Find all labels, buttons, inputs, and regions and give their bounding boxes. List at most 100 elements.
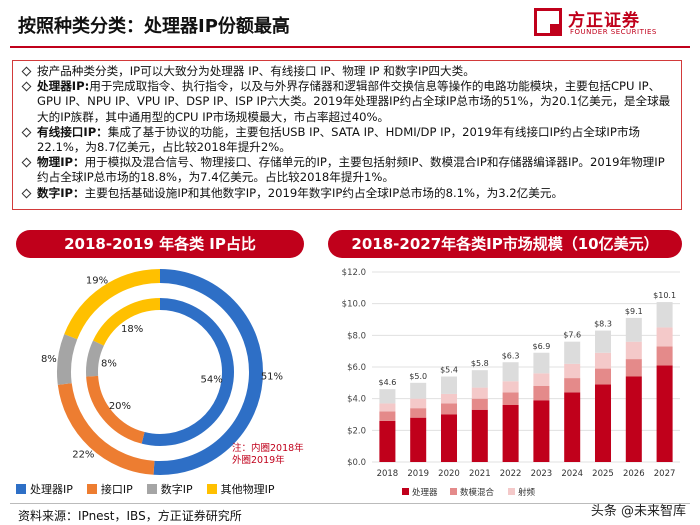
bar-legend-swatch xyxy=(450,488,457,495)
bar-2022-3 xyxy=(502,362,519,382)
legend-label: 其他物理IP xyxy=(220,483,275,496)
bar-2024-2 xyxy=(564,363,581,379)
bar-2025-2 xyxy=(594,352,612,369)
bar-chart: $0.0 $2.0 $4.0 $6.0 $8.0 $10.0 $12.0 $4.6 2018 $5… xyxy=(342,268,680,498)
bar-2019-0 xyxy=(410,417,427,462)
bar-2019-3 xyxy=(410,382,427,399)
header: 按照种类分类：处理器IP份额最高 方正证券 FOUNDER SECURITIES xyxy=(0,0,700,48)
bar-legend-label: 数模混合 xyxy=(460,487,495,498)
donut-outer-slice-2 xyxy=(57,334,78,385)
bar-total-label: $5.4 xyxy=(440,366,458,375)
bar-chart-title: 2018-2027年各类IP市场规模（10亿美元） xyxy=(328,230,682,258)
bullet-physical: 物理IP：用于模拟及混合信号、物理接口、存储单元的IP，主要包括射频IP、数模混… xyxy=(21,155,673,185)
donut-inner-label-2: 8% xyxy=(101,358,117,369)
bar-2021-2 xyxy=(471,387,488,399)
donut-outer-slice-1 xyxy=(57,383,155,475)
y-tick-label: $12.0 xyxy=(342,268,366,278)
bar-2020-1 xyxy=(440,403,458,415)
bar-2026-2 xyxy=(625,341,642,360)
donut-outer-label-0: 51% xyxy=(261,372,283,383)
bar-2018-1 xyxy=(379,411,396,421)
x-tick-label: 2024 xyxy=(561,469,583,479)
x-tick-label: 2018 xyxy=(377,469,399,479)
x-tick-label: 2025 xyxy=(592,469,614,479)
x-tick-label: 2023 xyxy=(531,469,553,479)
bar-2021-3 xyxy=(471,370,488,388)
donut-inner-slice-1 xyxy=(86,375,145,444)
bar-2020-3 xyxy=(440,376,458,394)
bar-legend-label: 处理器 xyxy=(412,487,438,498)
bar-2024-3 xyxy=(564,341,581,364)
bar-2026-0 xyxy=(625,376,642,462)
bar-2018-2 xyxy=(379,403,396,412)
bar-2022-0 xyxy=(502,405,519,462)
donut-inner-slice-3 xyxy=(93,298,161,346)
donut-legend-item: 数字IP xyxy=(146,481,193,497)
bar-2025-3 xyxy=(594,330,612,353)
y-tick-label: $4.0 xyxy=(347,395,366,405)
y-tick-label: $0.0 xyxy=(347,458,366,468)
bar-total-label: $6.3 xyxy=(502,351,520,360)
brand-logo: 方正证券 FOUNDER SECURITIES xyxy=(534,6,684,42)
x-tick-label: 2019 xyxy=(407,469,429,479)
bar-total-label: $5.8 xyxy=(471,359,489,368)
y-tick-label: $10.0 xyxy=(342,300,366,310)
bar-total-label: $9.1 xyxy=(625,307,643,316)
bar-legend-swatch xyxy=(402,488,409,495)
bullet-processor: 处理器IP:用于完成取指令、执行指令，以及与外界存储器和逻辑部件交换信息等操作的… xyxy=(21,79,673,125)
bar-2026-1 xyxy=(625,359,642,377)
legend-swatch xyxy=(206,484,217,494)
bar-2020-0 xyxy=(440,414,458,462)
donut-inner-slice-0 xyxy=(141,298,234,446)
bar-total-label: $8.3 xyxy=(594,320,612,329)
bar-total-label: $7.6 xyxy=(563,331,581,340)
legend-swatch xyxy=(86,484,97,494)
bar-2023-2 xyxy=(533,373,550,386)
legend-swatch xyxy=(146,484,157,494)
bar-2027-0 xyxy=(656,365,673,462)
donut-legend-item: 处理器IP xyxy=(16,481,73,497)
bar-2024-0 xyxy=(564,392,581,462)
footer-divider xyxy=(10,503,690,504)
donut-inner-label-3: 18% xyxy=(121,324,143,335)
bar-2018-3 xyxy=(379,389,396,404)
donut-legend-item: 接口IP xyxy=(86,481,133,497)
donut-legend-item: 其他物理IP xyxy=(206,481,275,497)
bar-2023-3 xyxy=(533,352,550,374)
bar-legend-swatch xyxy=(508,488,515,495)
bar-2018-0 xyxy=(379,420,396,462)
bar-2022-1 xyxy=(502,392,519,405)
y-tick-label: $6.0 xyxy=(347,363,366,373)
donut-chart-title: 2018-2019 年各类 IP占比 xyxy=(16,230,304,258)
bar-2023-0 xyxy=(533,400,550,462)
source-note: 资料来源：IPnest，IBS，方正证券研究所 xyxy=(18,509,242,523)
logo-subtext: FOUNDER SECURITIES xyxy=(570,28,657,36)
bullet-wired: 有线接口IP：集成了基于协议的功能，主要包括USB IP、SATA IP、HDM… xyxy=(21,125,673,155)
chart-note: 注：内圈2018年 外圈2019年 xyxy=(232,443,304,466)
bar-2019-1 xyxy=(410,408,427,418)
donut-chart: 51% 22% 8% 19% 54% 20% 8% 18% xyxy=(41,269,283,475)
bullet-digital: 数字IP：主要包括基础设施IP和其他数字IP，2019年数字IP约占全球IP总市… xyxy=(21,186,673,201)
x-tick-label: 2027 xyxy=(654,469,676,479)
bar-2021-0 xyxy=(471,409,488,462)
legend-label: 处理器IP xyxy=(30,483,73,496)
page-title: 按照种类分类：处理器IP份额最高 xyxy=(18,16,290,37)
bar-2027-2 xyxy=(656,327,673,347)
bar-2024-1 xyxy=(564,378,581,393)
x-tick-label: 2021 xyxy=(469,469,491,479)
watermark: 头条 @未来智库 xyxy=(590,504,686,519)
donut-outer-label-1: 22% xyxy=(72,450,94,461)
title-divider xyxy=(10,46,690,48)
bar-total-label: $5.0 xyxy=(409,372,427,381)
logo-text: 方正证券 xyxy=(568,11,640,31)
x-tick-label: 2026 xyxy=(623,469,645,479)
donut-inner-label-0: 54% xyxy=(200,375,222,386)
y-tick-label: $2.0 xyxy=(347,426,366,436)
bar-2027-1 xyxy=(656,346,673,366)
bar-2023-1 xyxy=(533,386,550,401)
donut-legend: 处理器IP 接口IP 数字IP 其他物理IP xyxy=(16,481,275,497)
bar-total-label: $10.1 xyxy=(653,291,676,300)
donut-inner-label-1: 20% xyxy=(109,401,131,412)
bar-2022-2 xyxy=(502,381,519,393)
y-tick-label: $8.0 xyxy=(347,331,366,341)
